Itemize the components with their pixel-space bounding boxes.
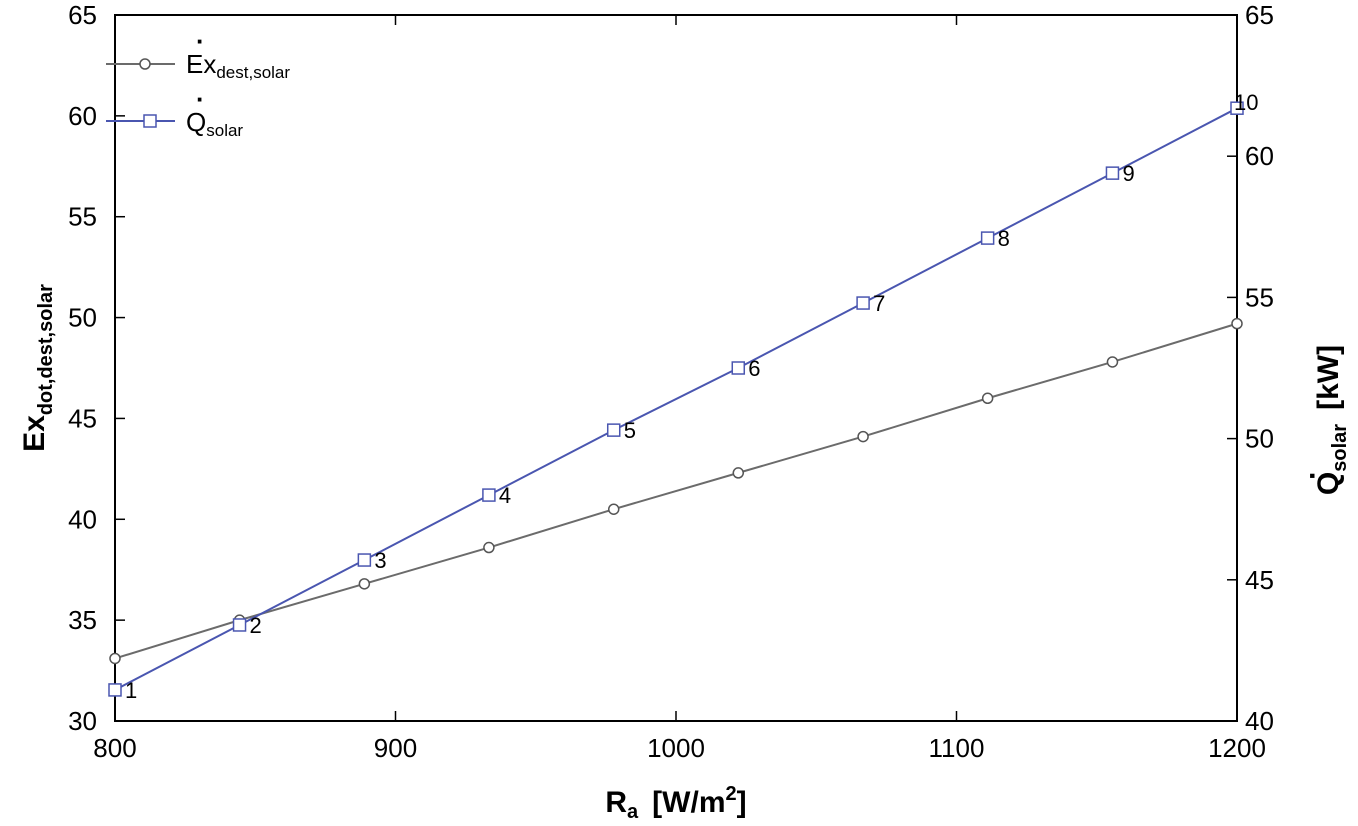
right-tick-label: 45 (1245, 565, 1274, 595)
series-1-point (482, 488, 496, 502)
series-1-point (856, 296, 870, 310)
right-tick-label: 55 (1245, 282, 1274, 312)
left-tick-label: 45 (68, 403, 97, 433)
legend: · Exdest,solar · Qsolar (106, 26, 290, 140)
x-tick-label: 1200 (1208, 733, 1266, 763)
point-label: 7 (873, 291, 885, 316)
point-label: 4 (499, 483, 511, 508)
right-axis-title-dot: · (1296, 470, 1329, 480)
x-axis-title: Ra [W/m2] (605, 783, 746, 821)
left-axis-title: Exdot,dest,solar (18, 284, 57, 452)
series-0-point (358, 578, 371, 590)
left-tick-label: 65 (68, 0, 97, 30)
series-1-point (980, 231, 995, 245)
point-label: 9 (1122, 161, 1134, 186)
series-line-1 (114, 107, 1238, 691)
right-axis-ticks: 40 45 50 55 60 65 (1227, 0, 1274, 736)
series-1-point (606, 423, 621, 437)
legend-label-exergy: Exdest,solar (186, 49, 290, 82)
x-tick-label: 800 (93, 733, 136, 763)
right-tick-label: 40 (1245, 706, 1274, 736)
series-0-point (1106, 356, 1119, 368)
point-labels: 1 2 3 4 5 6 7 8 9 10 (125, 90, 1258, 703)
series-1-point (1230, 101, 1244, 115)
series-0-point (607, 503, 620, 515)
legend-dot-heat: · (196, 84, 205, 114)
left-tick-label: 40 (68, 504, 97, 534)
legend-label-heat: Qsolar (186, 107, 243, 140)
series-1-point (232, 618, 247, 632)
point-label: 10 (1234, 90, 1258, 115)
series-0-point (1231, 317, 1243, 330)
x-tick-label: 1000 (647, 733, 705, 763)
series-1-point (108, 683, 122, 697)
series-line-0 (114, 322, 1238, 660)
left-tick-label: 30 (68, 706, 97, 736)
left-tick-label: 60 (68, 101, 97, 131)
left-tick-label: 55 (68, 202, 97, 232)
left-tick-label: 35 (68, 605, 97, 635)
legend-dot-exergy: · (196, 26, 205, 56)
point-label: 3 (374, 548, 386, 573)
series-0-point (857, 430, 869, 443)
point-label: 8 (998, 226, 1010, 251)
right-axis-title: Qsolar[kW] (1312, 345, 1351, 495)
point-label: 2 (250, 613, 262, 638)
series-1-point (357, 553, 372, 567)
point-label: 6 (748, 356, 760, 381)
legend-marker-exergy (139, 58, 151, 70)
series-layer (108, 101, 1244, 697)
series-1-point (1105, 166, 1120, 180)
x-tick-label: 900 (374, 733, 417, 763)
point-label: 1 (125, 678, 137, 703)
series-0-point (981, 392, 994, 405)
series-0-point (483, 541, 495, 554)
right-tick-label: 50 (1245, 424, 1274, 454)
right-tick-label: 60 (1245, 141, 1274, 171)
plot-frame (114, 14, 1238, 722)
point-label: 5 (624, 418, 636, 443)
x-axis-ticks: 800 900 1000 1100 1200 (93, 15, 1266, 763)
left-tick-label: 50 (68, 303, 97, 333)
legend-marker-heat (143, 114, 157, 128)
series-0-point (732, 467, 745, 479)
right-tick-label: 65 (1245, 0, 1274, 30)
series-1-point (731, 361, 746, 375)
x-tick-label: 1100 (929, 733, 985, 763)
series-0-point (109, 652, 121, 665)
left-axis-ticks: 30 35 40 45 50 55 60 65 (68, 0, 125, 736)
